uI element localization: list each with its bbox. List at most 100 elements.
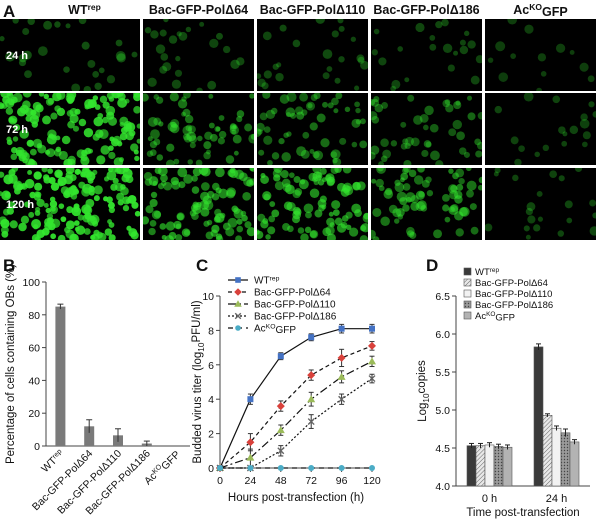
series bbox=[216, 341, 376, 472]
series-line bbox=[219, 360, 373, 469]
y-axis-label: Budded virus titer (log10PFU/ml) bbox=[191, 300, 206, 463]
bar bbox=[502, 446, 513, 487]
bar bbox=[569, 441, 580, 487]
bar bbox=[560, 432, 571, 487]
micrograph-grid: WTrep Bac-GFP-PolΔ64 Bac-GFP-PolΔ110 Bac-GF… bbox=[0, 2, 596, 240]
bar bbox=[466, 445, 477, 487]
micrograph-tile bbox=[485, 93, 596, 165]
micrograph-tile bbox=[371, 93, 482, 165]
micrograph-tile bbox=[371, 19, 482, 91]
column-header: AcKOGFP bbox=[513, 2, 567, 19]
x-axis-label: Hours post-transfection (h) bbox=[228, 492, 364, 504]
column-header: Bac-GFP-PolΔ186 bbox=[373, 3, 479, 17]
legend-swatch bbox=[463, 300, 472, 309]
legend-entry: Bac-GFP-PolΔ186 bbox=[228, 312, 337, 323]
legend-entry: WTrep bbox=[228, 275, 280, 287]
data-point bbox=[277, 447, 285, 455]
series-line bbox=[220, 378, 373, 469]
y-tick-label: 100 bbox=[22, 277, 40, 289]
legend-entry: Bac-GFP-PolΔ110 bbox=[463, 289, 552, 300]
panel-label-c: C bbox=[196, 256, 209, 275]
chart-b-ob-percentage: 0 20 40 60 80 100 Percentage of cells containi… bbox=[5, 264, 190, 517]
data-point bbox=[338, 395, 346, 403]
micrograph-tile bbox=[485, 19, 596, 91]
legend-label: AcKOGFP bbox=[254, 323, 296, 336]
legend-entry: Bac-GFP-PolΔ64 bbox=[228, 288, 331, 299]
y-tick-label: 80 bbox=[28, 310, 40, 322]
data-point bbox=[368, 341, 376, 350]
bar bbox=[484, 444, 495, 487]
panel-label-a: A bbox=[3, 2, 16, 21]
y-tick-label: 6.0 bbox=[435, 329, 450, 341]
chart-d-log-copies: 4.0 4.5 5.0 5.5 6.0 6.5 Log10copies 0 h 24 h Time… bbox=[416, 267, 590, 519]
micrograph-tile bbox=[257, 168, 368, 240]
micrograph-tile bbox=[0, 19, 140, 91]
legend-entry: Bac-GFP-PolΔ186 bbox=[463, 300, 553, 311]
data-point bbox=[234, 288, 242, 296]
x-tick-label: 0 bbox=[217, 475, 223, 487]
column-header: WTrep bbox=[68, 2, 101, 17]
y-tick-label: 60 bbox=[28, 343, 40, 355]
series-line bbox=[219, 345, 373, 469]
data-point bbox=[276, 426, 285, 434]
legend-swatch bbox=[463, 278, 472, 287]
legend-entry: AcKOGFP bbox=[463, 311, 515, 323]
data-point bbox=[308, 334, 315, 341]
x-tick-label: 48 bbox=[275, 475, 287, 487]
y-tick-label: 4 bbox=[208, 394, 214, 406]
x-tick-label: 72 bbox=[305, 475, 317, 487]
series bbox=[216, 355, 376, 471]
data-point bbox=[235, 325, 241, 331]
y-tick-label: 4.0 bbox=[435, 481, 450, 493]
row-label: 72 h bbox=[6, 124, 28, 136]
data-point bbox=[277, 353, 284, 360]
legend-entry: Bac-GFP-PolΔ110 bbox=[228, 300, 336, 311]
y-tick-label: 5.0 bbox=[435, 405, 450, 417]
bar bbox=[493, 446, 504, 487]
legend-swatch bbox=[463, 289, 472, 298]
column-header: Bac-GFP-PolΔ110 bbox=[260, 3, 366, 17]
data-point bbox=[234, 312, 242, 320]
y-tick-label: 5.5 bbox=[435, 367, 450, 379]
data-point bbox=[246, 453, 255, 461]
data-point bbox=[234, 300, 242, 307]
data-point bbox=[337, 372, 346, 380]
legend-label: Bac-GFP-PolΔ64 bbox=[254, 288, 331, 299]
bar bbox=[533, 346, 544, 487]
data-point bbox=[369, 325, 375, 332]
y-tick-label: 0 bbox=[208, 463, 214, 475]
series bbox=[217, 323, 375, 471]
micrograph-tile bbox=[143, 168, 254, 240]
y-tick-label: 20 bbox=[28, 408, 40, 420]
micrograph-tile bbox=[143, 19, 254, 91]
panel-label-b: B bbox=[3, 256, 16, 275]
column-header: Bac-GFP-PolΔ64 bbox=[149, 3, 248, 17]
bar bbox=[84, 426, 95, 446]
legend-label: Bac-GFP-PolΔ110 bbox=[254, 300, 336, 311]
micrograph-tile bbox=[0, 168, 140, 240]
legend-label: WTrep bbox=[475, 267, 500, 278]
micrograph-tile bbox=[371, 168, 482, 240]
legend-swatch bbox=[463, 311, 472, 320]
data-point bbox=[368, 357, 376, 365]
data-point bbox=[247, 465, 254, 471]
data-point bbox=[308, 465, 315, 471]
data-point bbox=[368, 375, 376, 383]
legend-label: Bac-GFP-PolΔ186 bbox=[254, 312, 337, 323]
micrograph-tile bbox=[143, 93, 254, 165]
series-line bbox=[219, 328, 372, 469]
data-point bbox=[307, 371, 316, 380]
x-tick-label: 120 bbox=[363, 475, 381, 487]
legend-swatch bbox=[463, 267, 472, 276]
legend-entry: WTrep bbox=[463, 267, 500, 278]
panel-label-d: D bbox=[426, 256, 439, 275]
series bbox=[217, 465, 375, 471]
legend-entry: Bac-GFP-PolΔ64 bbox=[463, 278, 548, 289]
legend-label: Bac-GFP-PolΔ186 bbox=[475, 300, 553, 311]
data-point bbox=[235, 277, 241, 283]
bar bbox=[542, 415, 553, 487]
x-axis-label: Time post-transfection bbox=[466, 507, 579, 519]
micrograph-tile bbox=[485, 168, 596, 240]
data-point bbox=[277, 465, 284, 471]
micrograph-tile bbox=[257, 19, 368, 91]
